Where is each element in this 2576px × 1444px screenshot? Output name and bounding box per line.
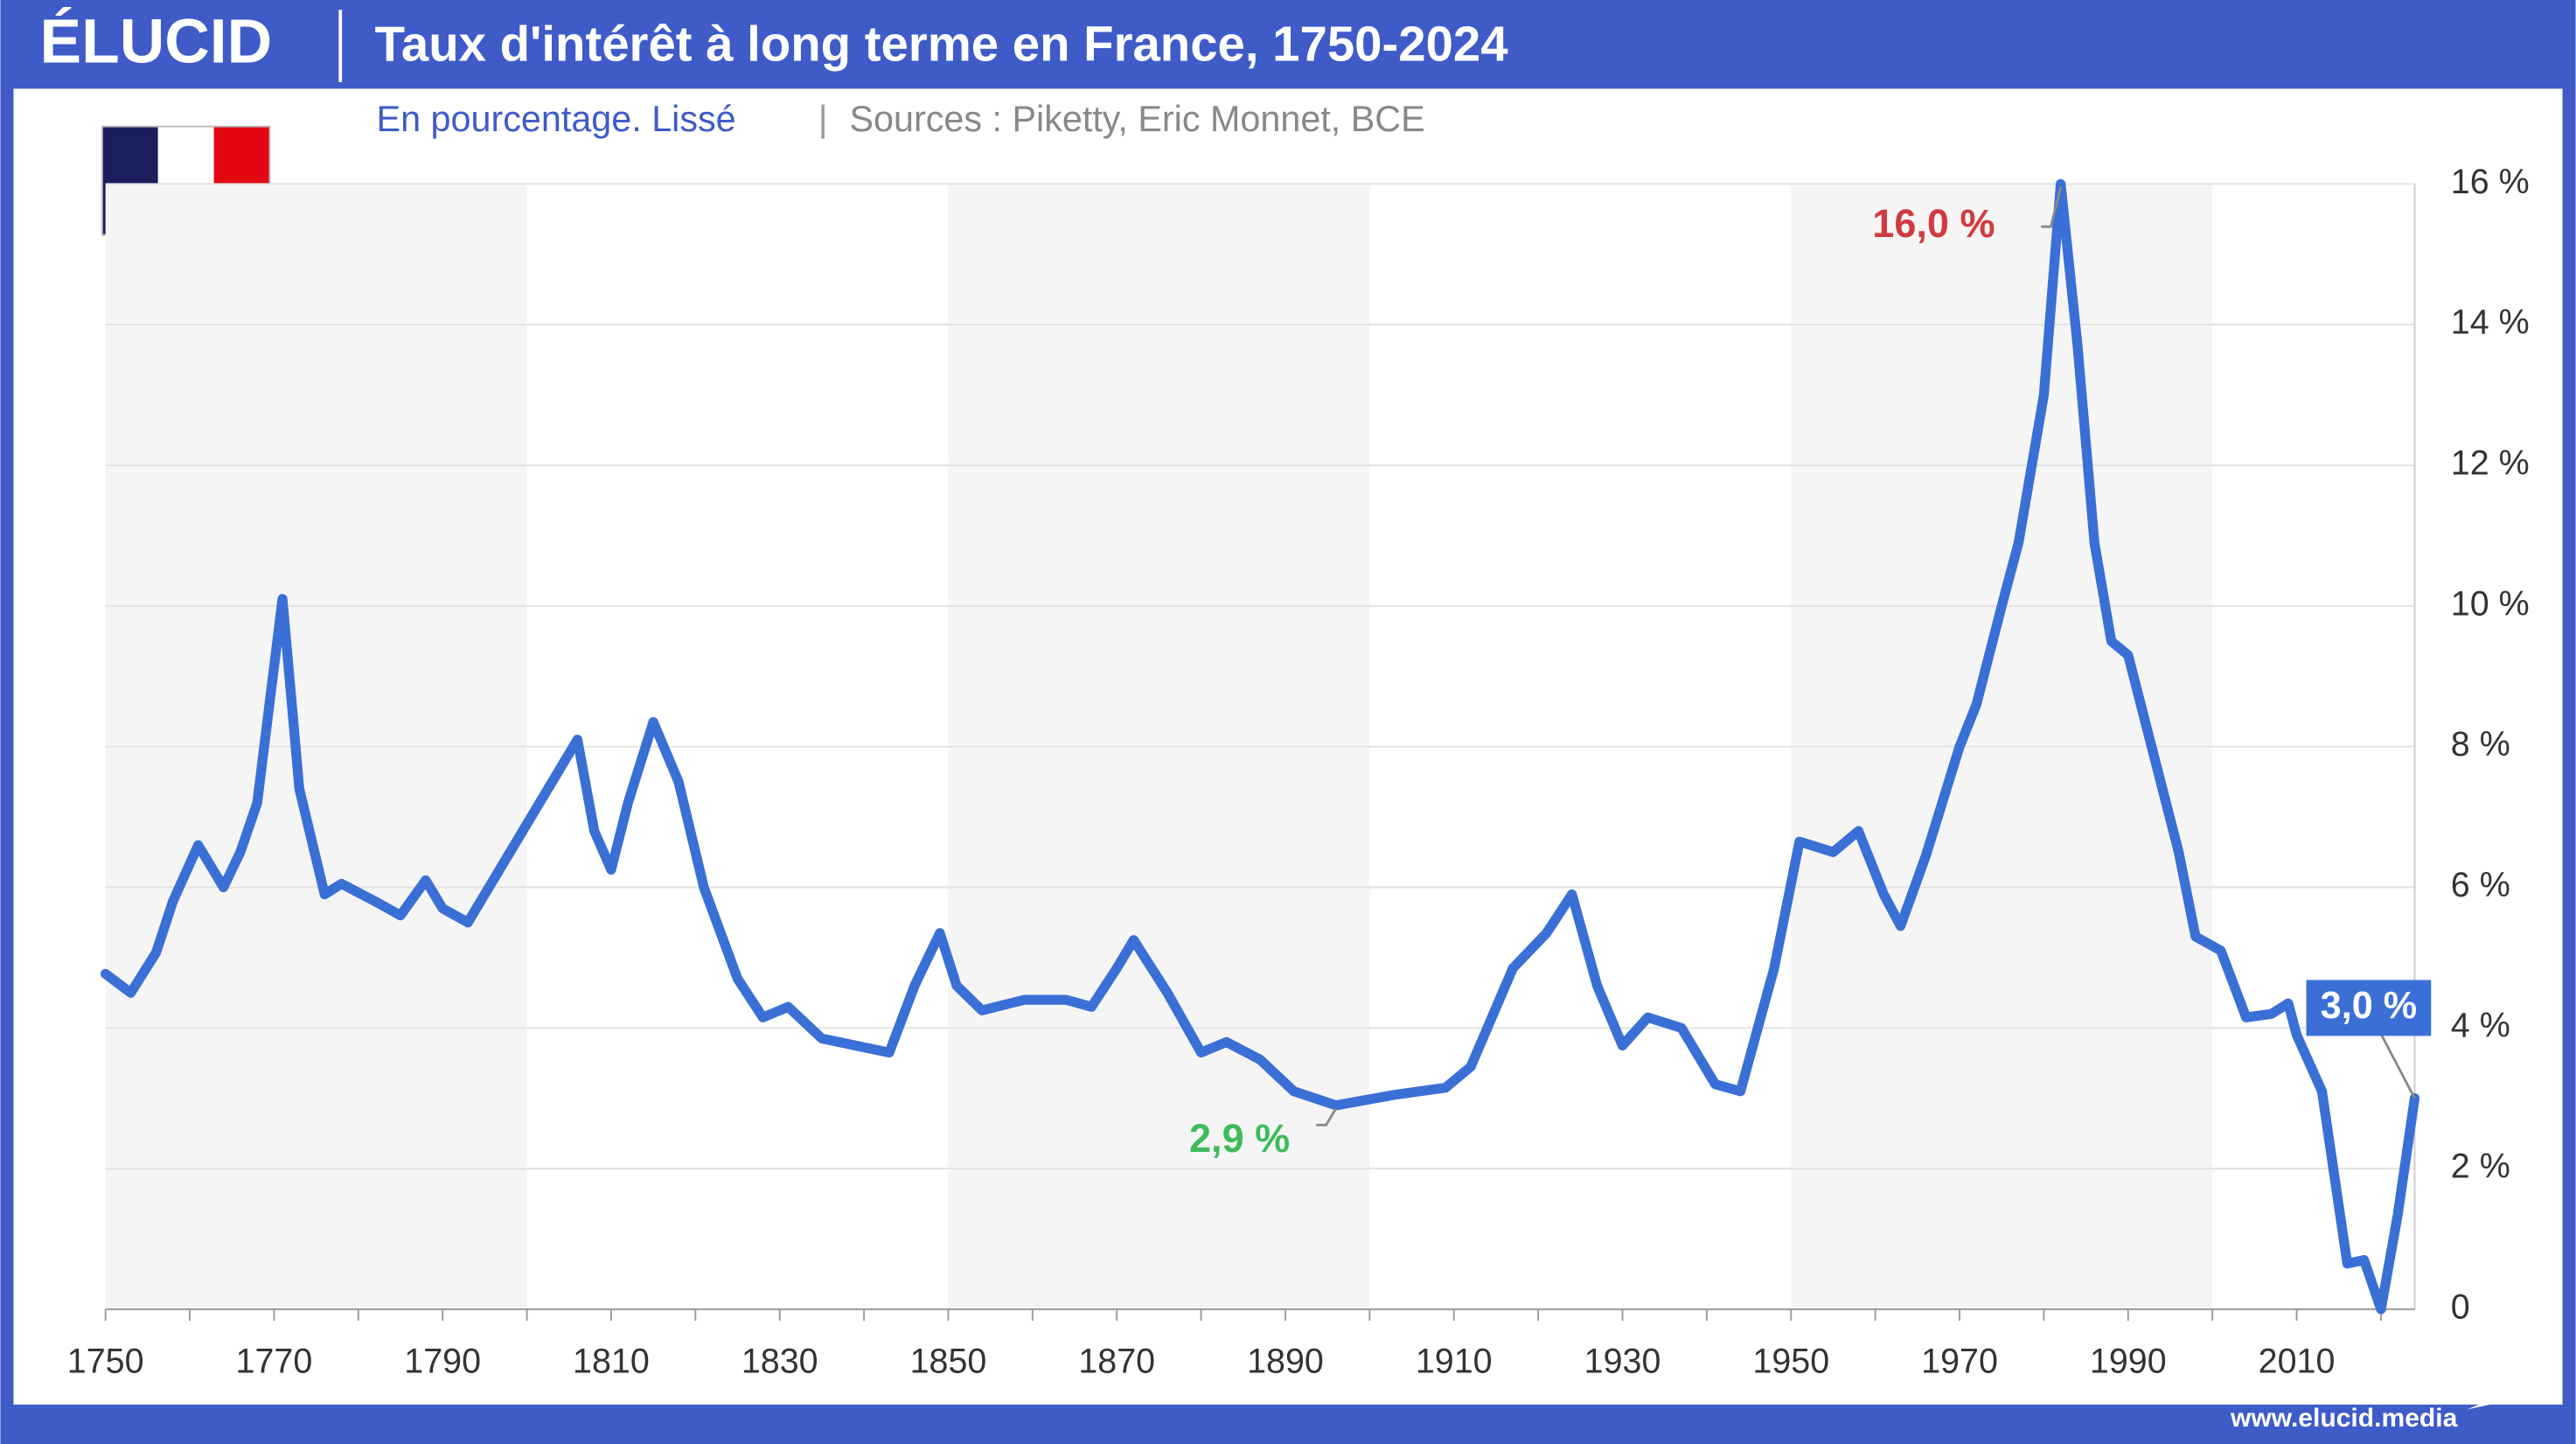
y-tick-label: 0 [2451, 1287, 2470, 1326]
plot: 0 2 % 4 % 6 % 8 % 10 % 12 % 14 % 16 % 1750 1770 179… [67, 163, 2530, 1381]
chart-source: Sources : Piketty, Eric Monnet, BCE [850, 99, 1425, 139]
x-tick-label: 1870 [1078, 1342, 1155, 1380]
annotation-box [2306, 980, 2432, 1036]
annotation-leader [2041, 186, 2063, 228]
y-tick-label: 14 % [2451, 303, 2530, 342]
line-series [463, 734, 583, 928]
x-tick-label: 1890 [1247, 1342, 1324, 1380]
x-tick-label: 1790 [404, 1342, 481, 1380]
line-series [101, 178, 2420, 1315]
x-tick-label: 2010 [2259, 1342, 2336, 1380]
y-tick-label: 6 % [2451, 866, 2510, 904]
y-tick-label: 10 % [2451, 584, 2530, 623]
y-tick-label: 16 % [2451, 163, 2530, 201]
annotation-leader [2377, 1029, 2416, 1099]
x-tick-label: 1770 [236, 1342, 313, 1380]
x-tick-label: 1810 [573, 1342, 650, 1380]
chart-subtitle: En pourcentage. Lissé [377, 99, 736, 139]
annotation-label: 2,9 % [1189, 1116, 1290, 1161]
logo: ÉLUCID [40, 5, 273, 76]
annotation-label: 16,0 % [1872, 201, 1995, 246]
annotation-leader [1316, 1107, 1338, 1127]
y-tick-label: 12 % [2451, 443, 2530, 482]
x-tick-label: 1930 [1584, 1342, 1661, 1380]
x-tick-label: 1750 [67, 1342, 144, 1380]
separator: | [818, 99, 828, 139]
x-tick-label: 1830 [741, 1342, 818, 1380]
y-tick-label: 2 % [2451, 1148, 2510, 1186]
x-tick-label: 1950 [1752, 1342, 1829, 1380]
annotation-label: 3,0 % [2321, 985, 2417, 1027]
y-tick-label: 4 % [2451, 1007, 2510, 1045]
x-tick-label: 1850 [910, 1342, 987, 1380]
x-tick-label: 1970 [1921, 1342, 1998, 1380]
x-tick-label: 1910 [1416, 1342, 1493, 1380]
x-tick-label: 1990 [2090, 1342, 2167, 1380]
y-tick-label: 8 % [2451, 725, 2510, 764]
chart-title: Taux d'intérêt à long terme en France, 1… [375, 16, 1509, 71]
footer-url: www.elucid.media [2230, 1404, 2458, 1433]
